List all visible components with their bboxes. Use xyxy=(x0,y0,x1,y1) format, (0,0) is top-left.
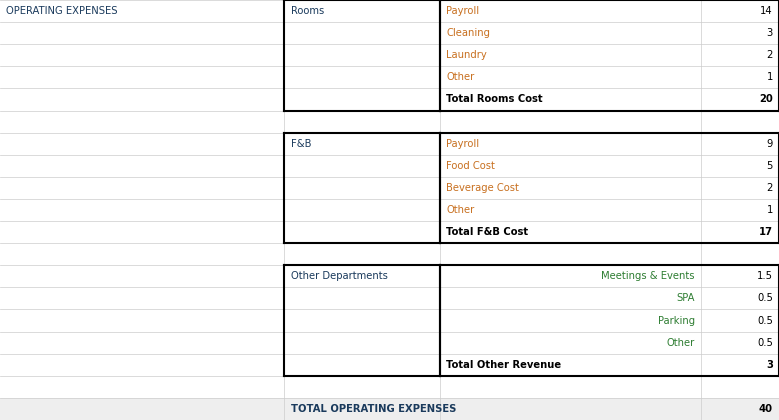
Text: 2: 2 xyxy=(767,183,773,193)
Bar xyxy=(0,199,779,221)
Bar xyxy=(0,66,779,89)
Bar xyxy=(0,155,779,177)
Bar xyxy=(0,221,779,243)
Bar xyxy=(0,310,779,331)
Bar xyxy=(0,110,779,133)
Text: 5: 5 xyxy=(767,161,773,171)
Text: Food Cost: Food Cost xyxy=(446,161,495,171)
Bar xyxy=(0,398,779,420)
Text: Rooms: Rooms xyxy=(291,6,324,16)
Bar xyxy=(0,287,779,310)
Text: 1.5: 1.5 xyxy=(756,271,773,281)
Bar xyxy=(0,243,779,265)
Text: Total Other Revenue: Total Other Revenue xyxy=(446,360,562,370)
Bar xyxy=(0,22,779,44)
Text: Laundry: Laundry xyxy=(446,50,487,60)
Text: Parking: Parking xyxy=(657,315,695,326)
Text: Payroll: Payroll xyxy=(446,139,480,149)
Text: 3: 3 xyxy=(766,360,773,370)
Text: TOTAL OPERATING EXPENSES: TOTAL OPERATING EXPENSES xyxy=(291,404,456,414)
Bar xyxy=(0,177,779,199)
Text: Beverage Cost: Beverage Cost xyxy=(446,183,520,193)
Text: Cleaning: Cleaning xyxy=(446,28,490,38)
Bar xyxy=(0,89,779,110)
Text: Other: Other xyxy=(667,338,695,348)
Bar xyxy=(0,331,779,354)
Bar xyxy=(0,133,779,155)
Text: Meetings & Events: Meetings & Events xyxy=(601,271,695,281)
Text: 17: 17 xyxy=(759,227,773,237)
Text: Payroll: Payroll xyxy=(446,6,480,16)
Bar xyxy=(0,44,779,66)
Text: 40: 40 xyxy=(759,404,773,414)
Text: Other: Other xyxy=(446,205,474,215)
Text: Other: Other xyxy=(446,72,474,82)
Bar xyxy=(0,354,779,376)
Bar xyxy=(0,265,779,287)
Text: 9: 9 xyxy=(767,139,773,149)
Bar xyxy=(0,0,779,22)
Text: F&B: F&B xyxy=(291,139,311,149)
Text: 2: 2 xyxy=(767,50,773,60)
Text: 0.5: 0.5 xyxy=(757,294,773,303)
Text: Other Departments: Other Departments xyxy=(291,271,387,281)
Text: 3: 3 xyxy=(767,28,773,38)
Text: Total F&B Cost: Total F&B Cost xyxy=(446,227,528,237)
Text: 14: 14 xyxy=(760,6,773,16)
Bar xyxy=(0,376,779,398)
Text: 1: 1 xyxy=(767,205,773,215)
Text: SPA: SPA xyxy=(676,294,695,303)
Text: 20: 20 xyxy=(759,94,773,105)
Text: 0.5: 0.5 xyxy=(757,315,773,326)
Text: Total Rooms Cost: Total Rooms Cost xyxy=(446,94,543,105)
Text: OPERATING EXPENSES: OPERATING EXPENSES xyxy=(6,6,118,16)
Text: 1: 1 xyxy=(767,72,773,82)
Text: 0.5: 0.5 xyxy=(757,338,773,348)
